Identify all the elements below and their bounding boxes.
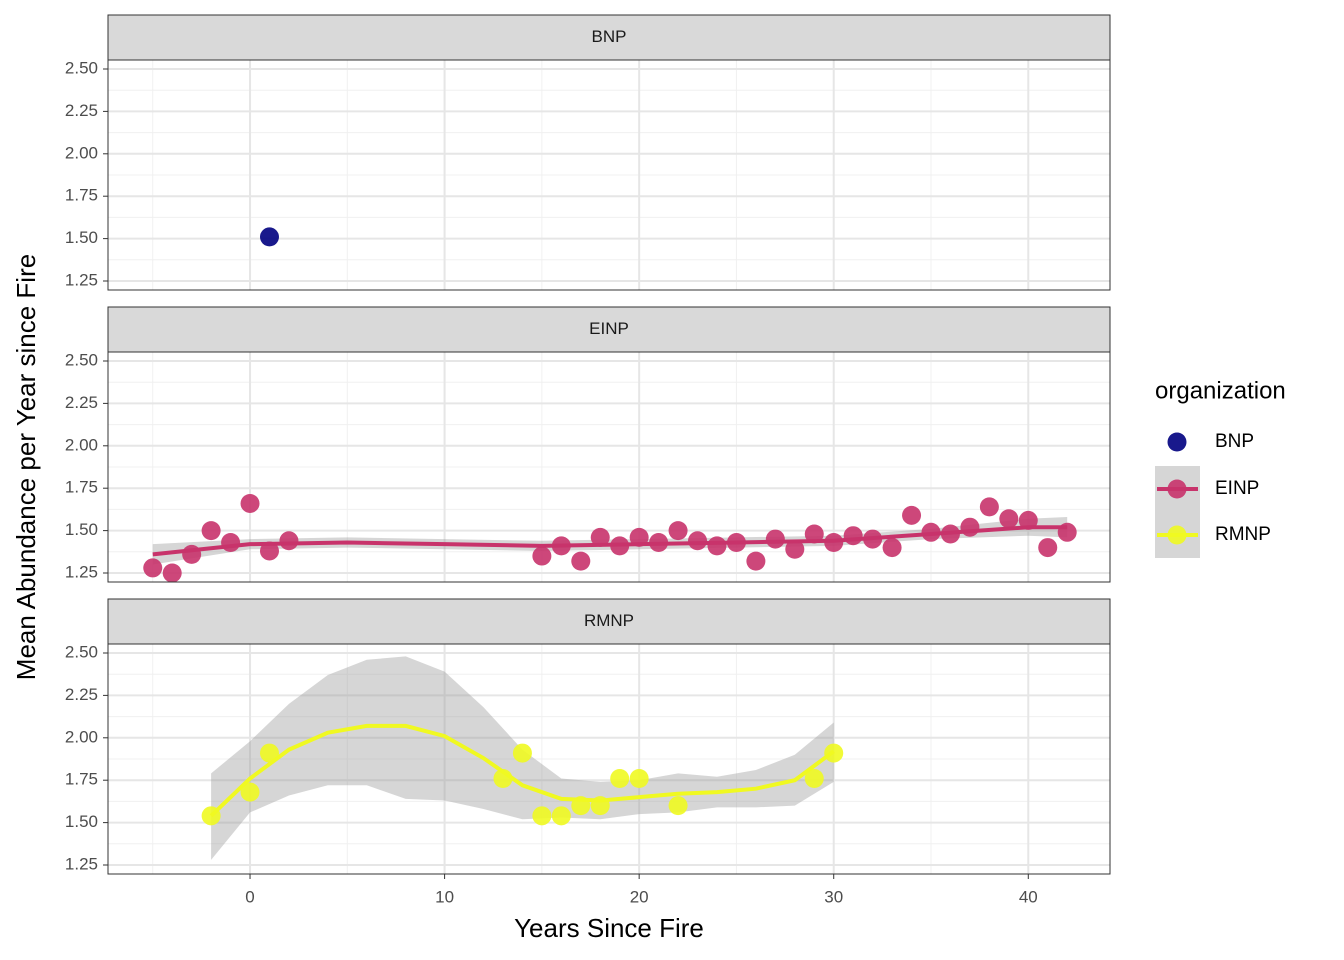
panel-border bbox=[107, 59, 1111, 291]
point bbox=[221, 532, 241, 552]
y-tick-label: 2.50 bbox=[65, 642, 98, 661]
y-tick-label: 2.25 bbox=[65, 685, 98, 704]
point bbox=[259, 743, 279, 763]
y-tick-label: 1.50 bbox=[65, 520, 98, 539]
x-axis-label: Years Since Fire bbox=[514, 913, 704, 943]
y-tick-label: 1.25 bbox=[65, 854, 98, 873]
strip-label: EINP bbox=[589, 319, 629, 338]
y-tick-label: 2.00 bbox=[65, 143, 98, 162]
point bbox=[785, 539, 805, 559]
point bbox=[551, 806, 571, 826]
point bbox=[668, 796, 688, 816]
y-tick-label: 2.00 bbox=[65, 435, 98, 454]
point bbox=[629, 769, 649, 789]
point bbox=[240, 782, 260, 802]
y-axis-label: Mean Abundance per Year since Fire bbox=[11, 254, 41, 680]
point bbox=[571, 551, 591, 571]
y-tick-label: 1.25 bbox=[65, 562, 98, 581]
point bbox=[882, 538, 902, 558]
point bbox=[960, 517, 980, 537]
confidence-band bbox=[152, 517, 1068, 565]
y-tick-label: 1.75 bbox=[65, 478, 98, 497]
y-tick-label: 1.75 bbox=[65, 186, 98, 205]
x-tick-label: 10 bbox=[435, 887, 454, 906]
point bbox=[979, 497, 999, 517]
point bbox=[999, 509, 1019, 529]
point bbox=[240, 493, 260, 513]
smooth-line bbox=[209, 723, 835, 818]
point bbox=[590, 527, 610, 547]
point bbox=[746, 551, 766, 571]
strip-label: RMNP bbox=[584, 611, 634, 630]
strip bbox=[107, 14, 1111, 61]
strip-label: BNP bbox=[592, 27, 627, 46]
y-tick-label: 1.75 bbox=[65, 770, 98, 789]
y-tick-label: 1.50 bbox=[65, 228, 98, 247]
legend-marker bbox=[1167, 432, 1187, 452]
point bbox=[259, 541, 279, 561]
point bbox=[259, 227, 279, 247]
panel-border bbox=[107, 643, 1111, 875]
point bbox=[512, 743, 532, 763]
panel-border bbox=[107, 351, 1111, 583]
point bbox=[707, 536, 727, 556]
legend-label: EINP bbox=[1215, 478, 1259, 499]
point bbox=[532, 806, 552, 826]
legend-marker bbox=[1167, 525, 1187, 545]
point bbox=[688, 531, 708, 551]
point bbox=[765, 529, 785, 549]
legend-label: BNP bbox=[1215, 431, 1254, 452]
legend-title: organization bbox=[1155, 377, 1286, 404]
y-tick-label: 2.50 bbox=[65, 58, 98, 77]
x-tick-label: 40 bbox=[1019, 887, 1038, 906]
strip bbox=[107, 598, 1111, 645]
y-tick-label: 1.25 bbox=[65, 270, 98, 289]
point bbox=[610, 769, 630, 789]
y-tick-label: 2.50 bbox=[65, 350, 98, 369]
point bbox=[843, 526, 863, 546]
smooth-line bbox=[152, 525, 1068, 557]
x-tick-label: 0 bbox=[245, 887, 254, 906]
x-tick-label: 20 bbox=[630, 887, 649, 906]
point bbox=[162, 563, 182, 583]
point bbox=[143, 558, 163, 578]
point bbox=[1018, 510, 1038, 530]
legend-marker bbox=[1167, 479, 1187, 499]
strip bbox=[107, 306, 1111, 353]
x-tick-label: 30 bbox=[824, 887, 843, 906]
legend-label: RMNP bbox=[1215, 524, 1271, 545]
point bbox=[804, 524, 824, 544]
point bbox=[902, 505, 922, 525]
point bbox=[668, 521, 688, 541]
point bbox=[279, 531, 299, 551]
point bbox=[532, 546, 552, 566]
y-tick-label: 2.25 bbox=[65, 101, 98, 120]
point bbox=[1038, 538, 1058, 558]
y-tick-label: 2.00 bbox=[65, 727, 98, 746]
y-tick-label: 1.50 bbox=[65, 812, 98, 831]
point bbox=[201, 521, 221, 541]
y-tick-label: 2.25 bbox=[65, 393, 98, 412]
point bbox=[804, 769, 824, 789]
